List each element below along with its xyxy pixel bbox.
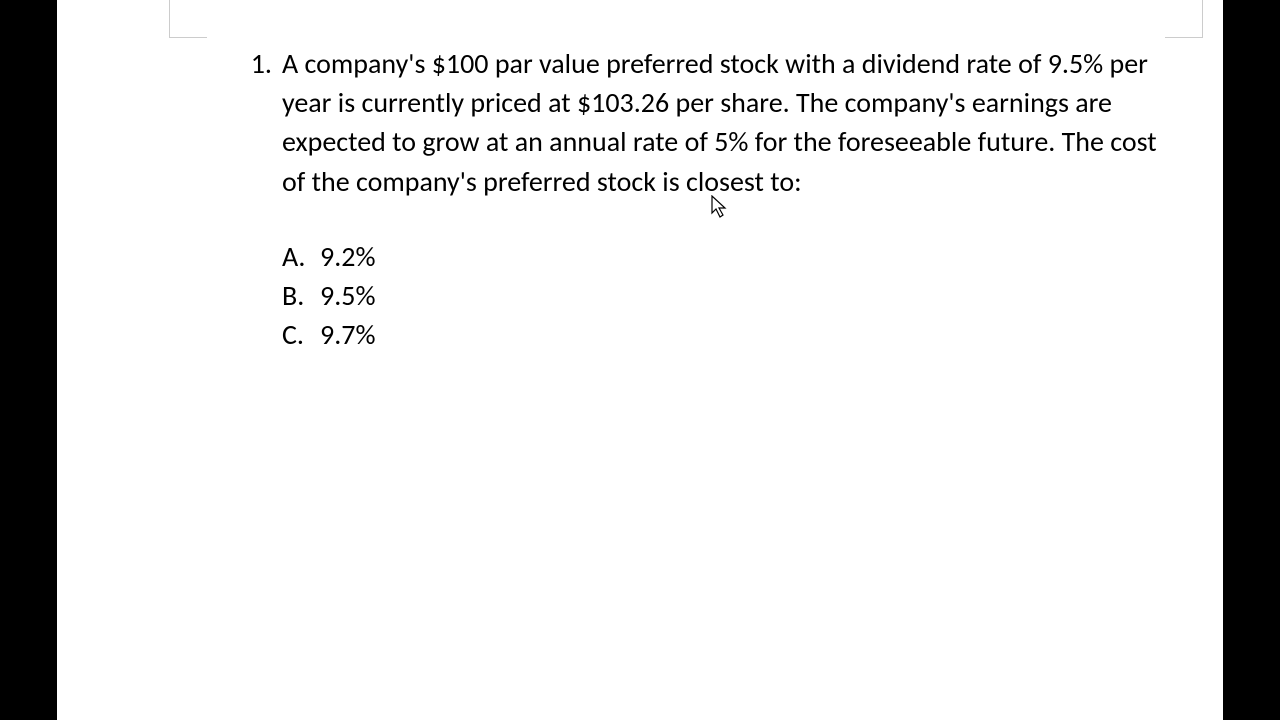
option-value: 9.7% [320,315,1169,354]
option-letter: B. [282,276,320,315]
option-letter: A. [282,237,320,276]
page-corner-mark-right [1165,0,1203,38]
question-block: 1. A company's $100 par value preferred … [244,44,1169,354]
question-number: 1. [244,44,282,83]
question-text: A company's $100 par value preferred sto… [282,44,1169,201]
option-letter: C. [282,315,320,354]
option-a: A. 9.2% [282,237,1169,276]
option-c: C. 9.7% [282,315,1169,354]
option-value: 9.5% [320,276,1169,315]
option-b: B. 9.5% [282,276,1169,315]
document-page: 1. A company's $100 par value preferred … [57,0,1223,720]
answer-options: A. 9.2% B. 9.5% C. 9.7% [282,237,1169,355]
option-value: 9.2% [320,237,1169,276]
question-row: 1. A company's $100 par value preferred … [244,44,1169,201]
page-corner-mark-left [169,0,207,38]
